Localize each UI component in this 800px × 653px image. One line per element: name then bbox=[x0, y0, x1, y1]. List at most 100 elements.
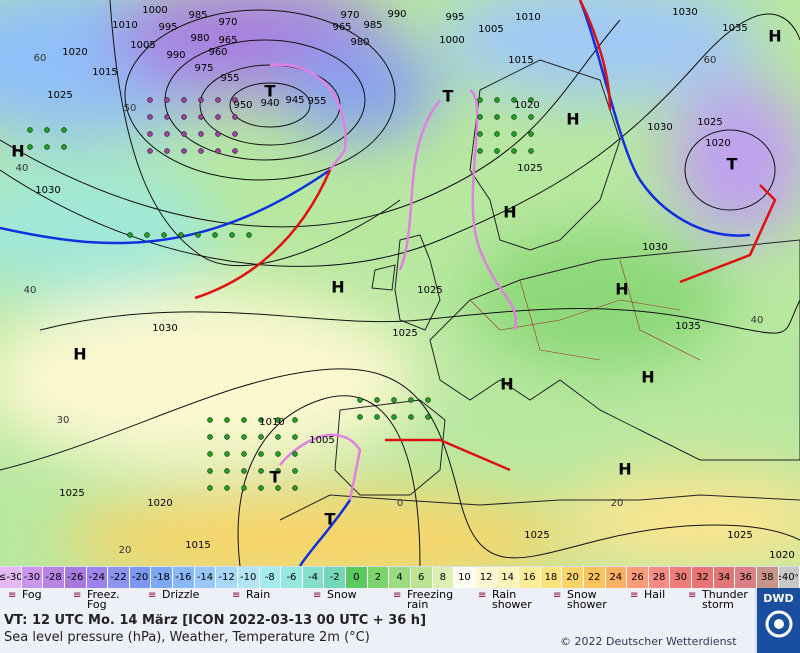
isobar-label: 1025 bbox=[524, 530, 549, 541]
isobar-label: 940 bbox=[260, 98, 279, 109]
pressure-center: H bbox=[331, 278, 344, 297]
map-labels: 1000 1010 995 985 970 1005 1020 980 965 990 975 955… bbox=[11, 5, 794, 561]
legend-symbol: ≡ bbox=[688, 590, 697, 601]
weather-dot bbox=[292, 434, 298, 440]
weather-dot bbox=[292, 468, 298, 474]
weather-dot bbox=[224, 417, 230, 423]
scale-unit: °C bbox=[794, 573, 800, 582]
weather-dot bbox=[391, 414, 397, 420]
isobar-label: 955 bbox=[220, 73, 239, 84]
legend-symbol: ≡ bbox=[553, 590, 562, 601]
weather-dot bbox=[147, 148, 153, 154]
weather-dot bbox=[181, 131, 187, 137]
weather-dot bbox=[391, 397, 397, 403]
isobar-label: 1005 bbox=[478, 24, 503, 35]
pressure-center: H bbox=[503, 203, 516, 222]
isobar-label: 1030 bbox=[152, 323, 177, 334]
isobar-label: 1025 bbox=[517, 163, 542, 174]
isobar-label: 1020 bbox=[705, 138, 730, 149]
isobar-label: 1000 bbox=[142, 5, 167, 16]
legend-label: Thunder storm bbox=[702, 588, 748, 611]
legend-item: ≡ Snow shower bbox=[553, 589, 615, 610]
weather-dot bbox=[494, 131, 500, 137]
weather-dot bbox=[229, 232, 235, 238]
weather-dot bbox=[195, 232, 201, 238]
weather-dot bbox=[164, 131, 170, 137]
scale-cell: -12 bbox=[216, 567, 238, 588]
scale-cell: 34 bbox=[713, 567, 736, 588]
temperature-scale: ≤-30-30-28-26-24-22-20-18-16-14-12-10-8-… bbox=[0, 567, 800, 588]
weather-dot bbox=[198, 131, 204, 137]
description: Sea level pressure (hPa), Weather, Tempe… bbox=[4, 630, 370, 645]
weather-dot bbox=[181, 97, 187, 103]
latitude-label: 40 bbox=[24, 285, 37, 296]
logo: DWD bbox=[757, 588, 800, 653]
isobar-label: 1020 bbox=[769, 550, 794, 561]
legend-item: ≡ Rain shower bbox=[478, 588, 540, 611]
weather-dot bbox=[212, 232, 218, 238]
scale-cell: 32 bbox=[692, 567, 714, 588]
legend-item: ≡ Hail bbox=[630, 589, 692, 601]
legend-label: Rain shower bbox=[492, 588, 532, 611]
weather-dot bbox=[232, 97, 238, 103]
isobar-label: 1025 bbox=[392, 328, 417, 339]
weather-dot bbox=[232, 114, 238, 120]
isobar-label: 1025 bbox=[47, 90, 72, 101]
legend-symbol: ≡ bbox=[313, 590, 322, 601]
isobar-label: 965 bbox=[332, 22, 351, 33]
isobar-label: 1005 bbox=[130, 40, 155, 51]
isobar-label: 1025 bbox=[697, 117, 722, 128]
scale-cell: 0 bbox=[346, 567, 368, 588]
isobar-label: 970 bbox=[218, 17, 237, 28]
latitude-label: 40 bbox=[751, 315, 764, 326]
weather-dot bbox=[241, 417, 247, 423]
weather-dot bbox=[357, 414, 363, 420]
weather-dot bbox=[528, 114, 534, 120]
scale-cell: 16 bbox=[519, 567, 541, 588]
weather-dot bbox=[181, 148, 187, 154]
weather-dot bbox=[275, 417, 281, 423]
weather-dot bbox=[232, 148, 238, 154]
legend-label: Rain bbox=[246, 588, 271, 601]
weather-dot bbox=[224, 485, 230, 491]
weather-dot bbox=[241, 451, 247, 457]
legend-symbol: ≡ bbox=[148, 590, 157, 601]
pressure-center: T bbox=[325, 510, 336, 529]
latitude-label: 60 bbox=[704, 55, 717, 66]
scale-cell: 14 bbox=[497, 567, 519, 588]
weather-dot bbox=[275, 451, 281, 457]
weather-dot bbox=[292, 451, 298, 457]
copyright: © 2022 Deutscher Wetterdienst bbox=[560, 635, 737, 648]
weather-dot bbox=[528, 131, 534, 137]
weather-dot bbox=[246, 232, 252, 238]
scale-cell: -10 bbox=[237, 567, 260, 588]
scale-cell: 2 bbox=[367, 567, 390, 588]
weather-dot bbox=[207, 485, 213, 491]
scale-cell: 36 bbox=[735, 567, 757, 588]
legend-item: ≡ Freez. Fog bbox=[73, 589, 135, 610]
weather-dot bbox=[147, 97, 153, 103]
legend-item: ≡ Thunder storm bbox=[688, 588, 750, 611]
weather-dot bbox=[425, 414, 431, 420]
weather-dot bbox=[477, 148, 483, 154]
latitude-label: 0 bbox=[397, 498, 403, 509]
weather-dot bbox=[198, 97, 204, 103]
scale-cell: 20 bbox=[562, 567, 584, 588]
scale-cell: 6 bbox=[410, 567, 433, 588]
weather-dot bbox=[494, 114, 500, 120]
legend-symbol: ≡ bbox=[630, 590, 639, 601]
scale-cell: ≥40°C bbox=[778, 567, 800, 588]
logo-text: DWD bbox=[763, 592, 794, 605]
isobar-label: 1020 bbox=[62, 47, 87, 58]
isobar-label: 990 bbox=[166, 50, 185, 61]
map: 1000 1010 995 985 970 1005 1020 980 965 990 975 955… bbox=[0, 0, 800, 566]
weather-dot bbox=[215, 148, 221, 154]
isobar-label: 1025 bbox=[417, 285, 442, 296]
weather-dot bbox=[292, 417, 298, 423]
weather-dot bbox=[61, 144, 67, 150]
scale-cell: -20 bbox=[129, 567, 152, 588]
scale-cell: 12 bbox=[475, 567, 498, 588]
weather-dot bbox=[215, 131, 221, 137]
scale-cell: -2 bbox=[324, 567, 346, 588]
